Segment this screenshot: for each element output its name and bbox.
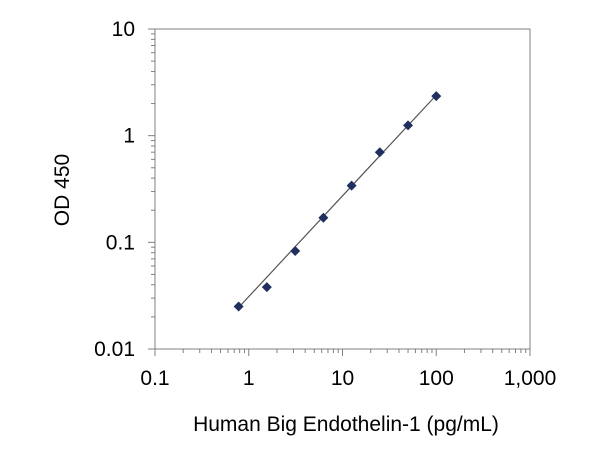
data-point xyxy=(346,180,357,191)
data-point xyxy=(318,212,329,223)
minor-ticks xyxy=(151,33,527,353)
data-point xyxy=(290,245,301,256)
fit-line-layer xyxy=(238,94,437,308)
x-tick-label: 1,000 xyxy=(504,367,557,390)
fit-line xyxy=(238,94,437,308)
y-tick-labels: 0.01 0.1 1 10 xyxy=(94,18,135,361)
data-point xyxy=(261,282,272,293)
y-tick-label: 10 xyxy=(112,18,135,41)
x-tick-labels: 0.1 1 10 100 1,000 xyxy=(140,367,556,390)
data-point xyxy=(374,147,385,158)
x-tick-label: 10 xyxy=(331,367,354,390)
y-axis-label: OD 450 xyxy=(51,154,74,226)
data-point xyxy=(403,120,414,131)
y-tick-label: 0.01 xyxy=(94,338,135,361)
y-tick-label: 0.1 xyxy=(106,231,135,254)
data-points-layer xyxy=(233,91,442,312)
x-tick-label: 0.1 xyxy=(140,367,169,390)
x-tick-label: 100 xyxy=(419,367,454,390)
data-point xyxy=(431,91,442,102)
plot-area xyxy=(154,28,531,350)
y-tick-label: 1 xyxy=(123,125,135,148)
major-ticks xyxy=(148,28,531,356)
data-point xyxy=(233,301,244,312)
x-axis-label: Human Big Endothelin-1 (pg/mL) xyxy=(193,413,499,436)
x-tick-label: 1 xyxy=(243,367,255,390)
